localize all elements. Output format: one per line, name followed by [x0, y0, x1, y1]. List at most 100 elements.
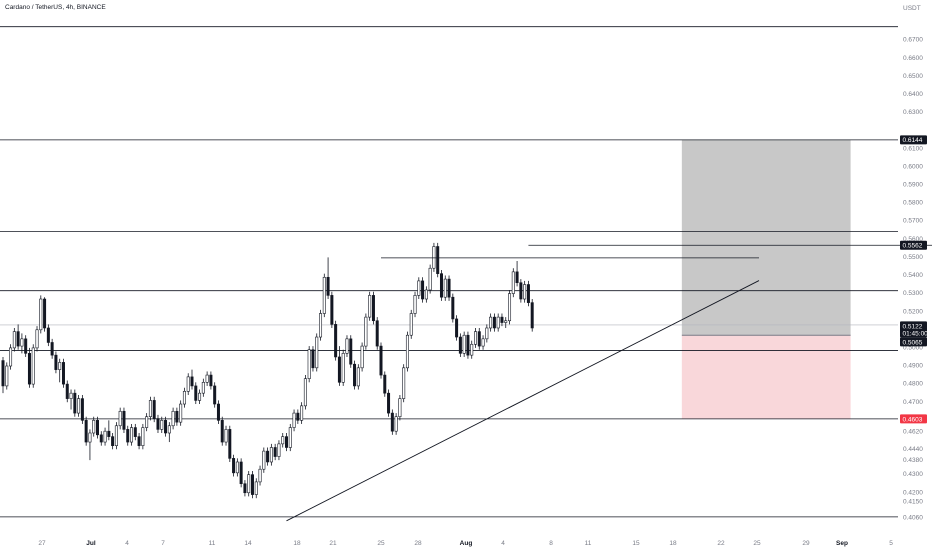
candle-body	[46, 327, 50, 343]
candle-body	[315, 336, 319, 369]
candle-body	[530, 302, 534, 329]
price-tag-box	[900, 321, 927, 331]
price-tick-label: 0.5800	[903, 200, 923, 207]
time-tick-label: Aug	[460, 540, 473, 547]
price-tick-label: 0.5000	[903, 344, 923, 351]
candle-body	[360, 345, 364, 369]
time-tick-label: 27	[38, 540, 46, 547]
price-tick-label: 0.4800	[903, 381, 923, 388]
time-tick-label: 4	[501, 540, 505, 547]
candle-body	[451, 296, 455, 320]
candle-body	[39, 298, 43, 331]
candle-body	[341, 353, 345, 383]
candle-body	[80, 398, 84, 421]
price-tag-box	[900, 328, 927, 338]
candle-body	[243, 483, 247, 494]
candle-body	[186, 376, 190, 392]
candle-body	[266, 450, 270, 463]
time-tick-label: 7	[161, 540, 165, 547]
price-tag-label: 0.6144	[903, 137, 923, 144]
candle-body	[141, 427, 145, 446]
trend-line[interactable]	[286, 280, 760, 522]
candle-body	[322, 276, 326, 314]
position-tool[interactable]	[681, 139, 851, 419]
candle-body	[337, 356, 341, 383]
candle-body	[303, 378, 307, 407]
candle-body	[73, 392, 77, 414]
candle-body	[198, 392, 202, 401]
candle-body	[436, 246, 440, 274]
time-axis[interactable]: 27 Jul 4 7 11 14 18 21 25 28 Aug 4 8 11 15 18 22 25 29 Sep 5	[38, 540, 893, 547]
candle-body	[156, 418, 160, 430]
candle-body	[409, 313, 413, 336]
target-zone[interactable]	[681, 139, 851, 336]
price-tick-label: 0.6400	[903, 91, 923, 98]
candle-body	[311, 349, 315, 369]
price-tick-label: 0.4300	[903, 471, 923, 478]
price-tick-label: 0.5600	[903, 236, 923, 243]
time-tick-label: 25	[753, 540, 761, 547]
price-tick-label: 0.4380	[903, 457, 923, 464]
candle-body	[500, 316, 504, 323]
candle-body	[398, 398, 402, 418]
candle-body	[462, 334, 466, 354]
time-tick-label: 14	[244, 540, 252, 547]
candle-body	[190, 376, 194, 387]
candle-body	[88, 432, 92, 443]
price-tick-label: 0.4700	[903, 399, 923, 406]
candle-body	[122, 410, 126, 430]
candle-body	[421, 280, 425, 300]
candle-body	[61, 362, 65, 385]
drawn-lines[interactable]	[286, 244, 932, 522]
candle-body	[130, 427, 134, 443]
candle-body	[209, 374, 213, 387]
price-tick-label: 0.6100	[903, 145, 923, 152]
candle-body	[232, 458, 236, 474]
candle-body	[504, 320, 508, 323]
price-tick-label: 0.4900	[903, 363, 923, 370]
price-tick-label: 0.6300	[903, 109, 923, 116]
candle-body	[447, 278, 451, 298]
candle-body	[277, 443, 281, 457]
candle-body	[292, 412, 296, 428]
stop-zone[interactable]	[681, 335, 851, 419]
candle-body	[239, 461, 243, 485]
candle-body	[432, 246, 436, 269]
time-tick-label: Jul	[86, 540, 96, 547]
price-tick-label: 0.6600	[903, 55, 923, 62]
candle-body	[496, 316, 500, 329]
candle-body	[481, 338, 485, 347]
candle-body	[254, 481, 258, 495]
price-tick-label: 0.5500	[903, 254, 923, 261]
price-axis[interactable]: USDT 0.6700 0.6600 0.6500 0.6400 0.6300 0.610…	[903, 5, 923, 522]
price-tag-box	[900, 240, 927, 250]
price-tag-label: 0.5562	[903, 243, 923, 250]
price-tag-label: 0.4603	[903, 416, 923, 423]
candle-body	[477, 331, 481, 347]
candle-body	[118, 410, 122, 427]
candle-body	[508, 293, 512, 322]
candle-body	[167, 425, 171, 434]
price-tick-label: 0.6700	[903, 37, 923, 44]
candle-body	[368, 295, 372, 318]
candle-body	[171, 410, 175, 427]
candle-body	[111, 436, 115, 446]
candle-body	[307, 349, 311, 379]
candle-body	[152, 400, 156, 419]
price-tag-box	[900, 337, 927, 347]
symbol-title: Cardano / TetherUS, 4h, BINANCE	[5, 4, 106, 11]
time-tick-label: 15	[632, 540, 640, 547]
candle-body	[458, 336, 462, 354]
candle-body	[194, 385, 198, 401]
candle-body	[50, 342, 54, 356]
candle-body	[175, 410, 179, 423]
candle-body	[296, 412, 300, 421]
candle-body	[65, 383, 69, 399]
candle-body	[326, 276, 330, 296]
time-tick-label: Sep	[836, 540, 848, 547]
candle-body	[179, 403, 183, 423]
price-tag-label: 01:45:00	[903, 330, 929, 337]
candle-body	[473, 331, 477, 345]
candle-body	[519, 282, 523, 300]
